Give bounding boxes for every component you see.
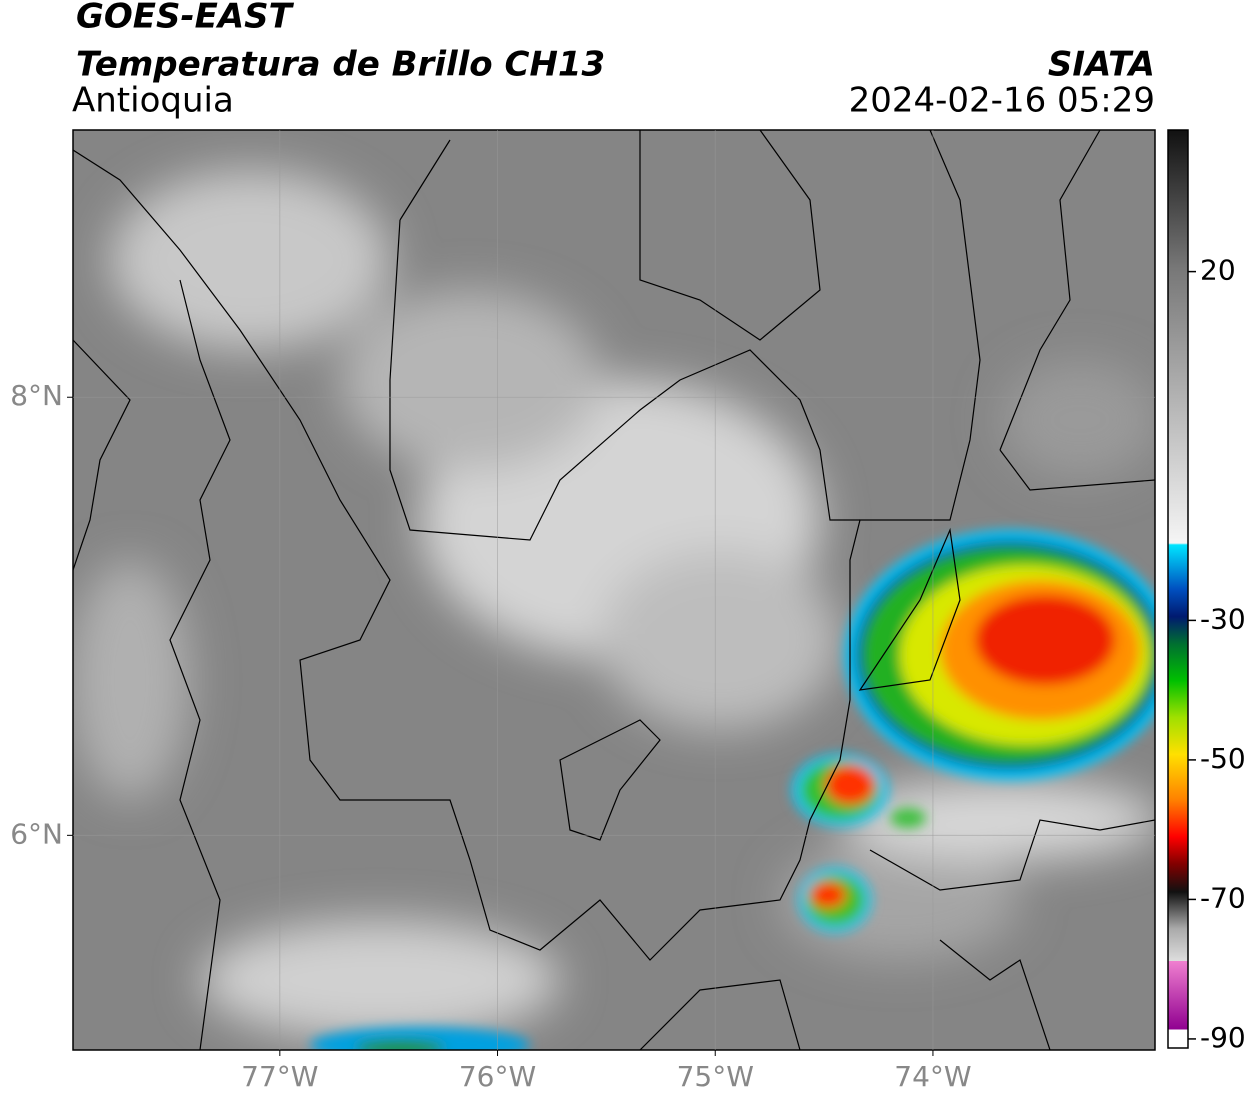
source: SIATA	[1048, 45, 1155, 85]
colorbar-tick-label: 20	[1200, 254, 1236, 287]
colorbar-tick-label: -50	[1200, 742, 1246, 775]
colorbar-tick-label: -30	[1200, 602, 1246, 635]
colorbar-tick-label: -90	[1200, 1021, 1246, 1054]
colorbar-tick-label: -70	[1200, 881, 1246, 914]
map-frame	[72, 129, 1156, 1051]
x-tick-label: 77°W	[241, 1060, 318, 1093]
x-tick-label: 75°W	[677, 1060, 754, 1093]
imagery	[73, 130, 1155, 1050]
x-tick-label: 76°W	[459, 1060, 536, 1093]
region: Antioquia	[72, 81, 234, 121]
x-tick-label: 74°W	[894, 1060, 971, 1093]
y-tick-label: 6°N	[10, 817, 63, 850]
y-tick-label: 8°N	[10, 379, 63, 412]
timestamp: 2024-02-16 05:29	[849, 81, 1155, 121]
colorbar	[1167, 129, 1189, 1049]
subtitle: Temperatura de Brillo CH13	[76, 45, 605, 85]
title: GOES-EAST	[76, 0, 295, 37]
